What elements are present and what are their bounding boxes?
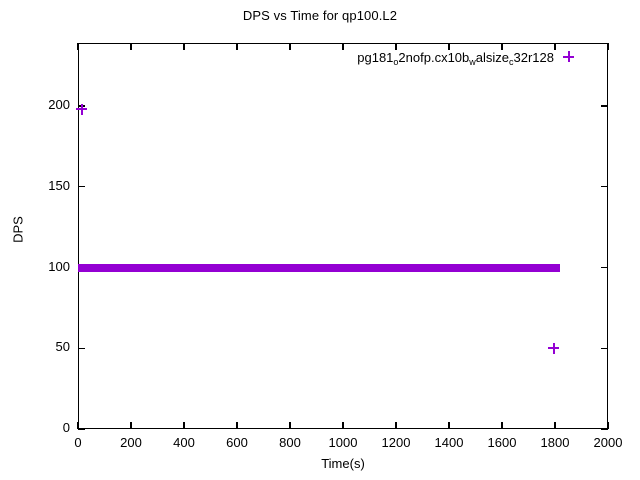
y-tick-mark [78, 428, 85, 430]
x-tick-label: 1600 [487, 435, 517, 450]
x-tick-mark [448, 422, 450, 429]
y-tick-mark [78, 186, 85, 188]
x-tick-mark [289, 422, 291, 429]
y-tick-mark-right [601, 428, 608, 430]
y-tick-mark [78, 105, 85, 107]
x-tick-mark-top [236, 43, 238, 50]
y-axis-label: DPS [10, 216, 26, 243]
x-tick-mark [183, 422, 185, 429]
data-band-dps-100 [78, 263, 560, 272]
y-tick-mark-right [601, 266, 608, 269]
x-tick-label: 400 [173, 435, 195, 450]
x-tick-label: 1000 [328, 435, 358, 450]
y-tick-label: 200 [48, 97, 70, 112]
legend-part-3: alsize [475, 50, 510, 65]
legend-part-1: pg181 [357, 50, 394, 65]
x-tick-label: 1400 [434, 435, 464, 450]
chart-title: DPS vs Time for qp100.L2 [242, 8, 398, 23]
plus-icon [563, 51, 574, 62]
x-tick-mark-top [607, 43, 609, 50]
legend-part-4: 32r128 [513, 50, 554, 65]
legend-key-marker [562, 50, 575, 63]
x-tick-mark-top [183, 43, 185, 50]
x-tick-mark [501, 422, 503, 429]
legend-label: pg181o2nofp.cx10bwalsizec32r128 [357, 50, 554, 67]
x-tick-mark-top [130, 43, 132, 50]
x-tick-label: 2000 [593, 435, 623, 450]
legend-sub-1: o [393, 57, 399, 67]
y-tick-mark-right [601, 347, 608, 349]
plot-area [78, 43, 608, 429]
x-tick-mark [607, 422, 609, 429]
x-tick-mark [236, 422, 238, 429]
x-tick-label: 1800 [540, 435, 570, 450]
x-tick-label: 600 [226, 435, 248, 450]
x-tick-mark-top [448, 43, 450, 50]
x-tick-mark-top [501, 43, 503, 50]
x-tick-mark-top [342, 43, 344, 50]
x-tick-mark [395, 422, 397, 429]
y-tick-label: 100 [48, 258, 70, 274]
y-tick-mark [78, 347, 85, 349]
legend-sub-2: w [469, 57, 476, 67]
x-tick-mark [77, 422, 79, 429]
x-tick-mark [130, 422, 132, 429]
x-tick-mark [554, 422, 556, 429]
y-tick-label: 150 [48, 177, 70, 193]
x-tick-label: 800 [279, 435, 301, 450]
x-tick-label: 0 [74, 435, 82, 450]
legend-part-2: 2nofp.cx10b [398, 50, 470, 65]
x-tick-mark-top [395, 43, 397, 50]
x-tick-mark-top [289, 43, 291, 50]
y-tick-label: 50 [55, 339, 70, 355]
x-tick-mark-top [554, 43, 556, 50]
x-tick-mark-top [77, 43, 79, 50]
x-tick-mark [342, 422, 344, 429]
x-tick-label: 200 [120, 435, 142, 450]
x-axis-label: Time(s) [321, 456, 365, 471]
y-tick-mark-right [601, 186, 608, 188]
y-tick-mark-right [601, 105, 608, 107]
y-tick-label: 0 [62, 420, 70, 435]
x-tick-label: 1200 [381, 435, 411, 450]
legend-sub-3: c [509, 57, 514, 67]
